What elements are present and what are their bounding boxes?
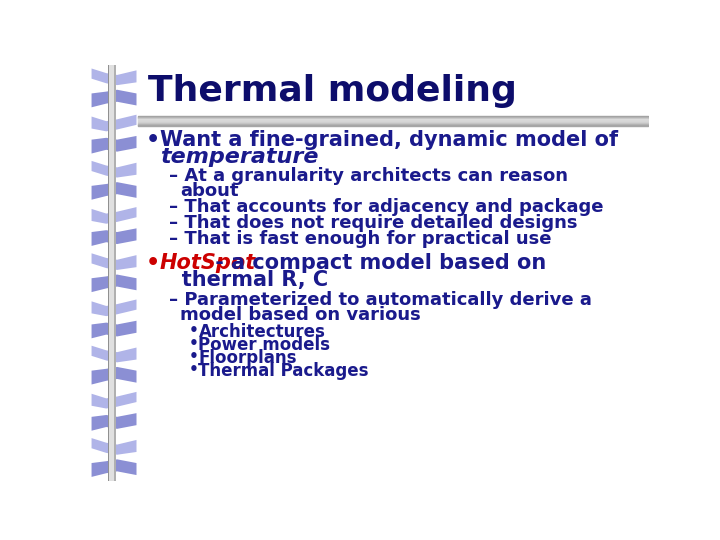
Text: – That accounts for adjacency and package: – That accounts for adjacency and packag…: [169, 198, 603, 216]
Polygon shape: [91, 69, 137, 85]
Text: •: •: [189, 336, 199, 351]
Polygon shape: [91, 300, 137, 316]
Text: HotSpot: HotSpot: [160, 253, 256, 273]
Polygon shape: [91, 346, 137, 362]
Text: Power models: Power models: [199, 336, 330, 354]
Bar: [114, 65, 116, 481]
Text: about: about: [180, 182, 238, 200]
Polygon shape: [91, 207, 137, 224]
Polygon shape: [91, 392, 137, 409]
Text: thermal R, C: thermal R, C: [160, 269, 328, 289]
Text: model based on various: model based on various: [180, 306, 420, 324]
Polygon shape: [91, 321, 137, 338]
Text: Want a fine-grained, dynamic model of: Want a fine-grained, dynamic model of: [160, 130, 618, 150]
Text: - a compact model based on: - a compact model based on: [208, 253, 546, 273]
Text: •: •: [145, 130, 160, 150]
Polygon shape: [91, 136, 137, 153]
Text: Architectures: Architectures: [199, 323, 325, 341]
Polygon shape: [91, 413, 137, 431]
Polygon shape: [91, 438, 137, 455]
Polygon shape: [91, 253, 137, 270]
Text: Thermal modeling: Thermal modeling: [148, 74, 517, 108]
Polygon shape: [91, 367, 137, 384]
Bar: [108, 65, 109, 481]
Polygon shape: [91, 274, 137, 292]
Text: Thermal Packages: Thermal Packages: [199, 362, 369, 380]
Text: – Parameterized to automatically derive a: – Parameterized to automatically derive …: [169, 291, 592, 309]
Polygon shape: [91, 114, 137, 131]
Bar: [109, 65, 114, 481]
Text: •: •: [189, 349, 199, 364]
Polygon shape: [91, 161, 137, 178]
Polygon shape: [91, 90, 137, 107]
Text: – That is fast enough for practical use: – That is fast enough for practical use: [169, 231, 552, 248]
Polygon shape: [91, 182, 137, 200]
Polygon shape: [91, 228, 137, 246]
Text: temperature: temperature: [160, 147, 318, 167]
Text: – That does not require detailed designs: – That does not require detailed designs: [169, 214, 577, 232]
Text: – At a granularity architects can reason: – At a granularity architects can reason: [169, 167, 568, 185]
Text: •: •: [145, 253, 160, 273]
Text: •: •: [189, 323, 199, 338]
Text: Floorplans: Floorplans: [199, 349, 297, 367]
Text: •: •: [189, 362, 199, 377]
Polygon shape: [91, 460, 137, 477]
